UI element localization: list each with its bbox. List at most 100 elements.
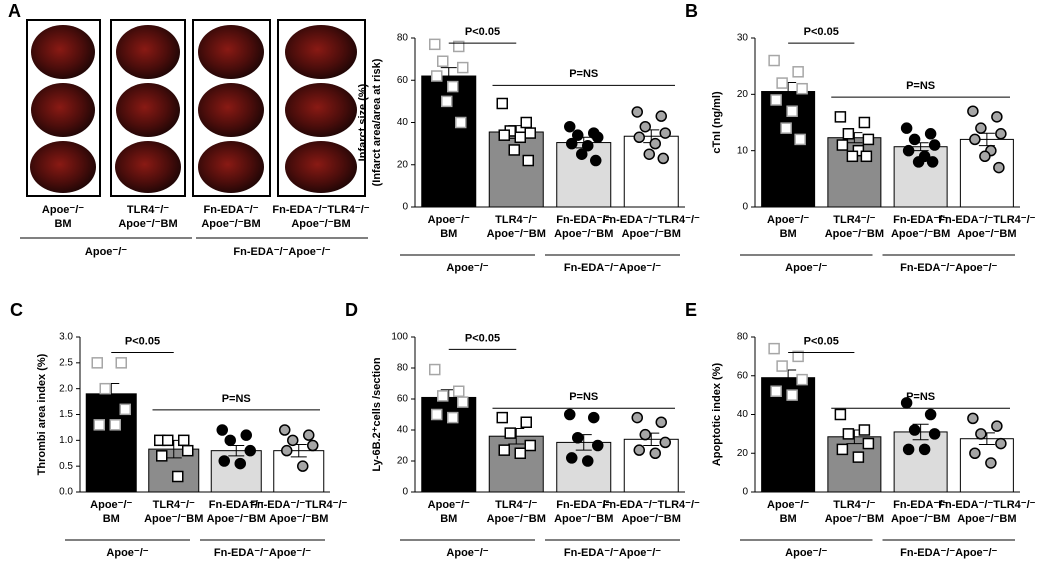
significance-label: P<0.05 bbox=[804, 335, 839, 347]
data-point bbox=[514, 131, 526, 144]
data-point bbox=[216, 424, 228, 436]
data-point bbox=[836, 443, 849, 456]
data-point bbox=[993, 161, 1005, 174]
y-tick-label: 3.0 bbox=[59, 332, 73, 343]
data-point bbox=[639, 120, 651, 133]
group-label: Apoe⁻/⁻ bbox=[446, 262, 488, 274]
data-point bbox=[792, 66, 804, 78]
data-point bbox=[182, 444, 194, 457]
data-point bbox=[991, 420, 1003, 432]
data-point bbox=[796, 82, 808, 95]
data-point bbox=[524, 127, 536, 139]
group-label: Apoe⁻/⁻ bbox=[106, 547, 148, 559]
data-point bbox=[834, 408, 847, 421]
data-point bbox=[862, 437, 875, 450]
data-point bbox=[447, 411, 459, 424]
data-point bbox=[437, 390, 449, 402]
x-tick-label: Fn-EDA⁻/⁻ bbox=[209, 499, 264, 511]
x-tick-label: Fn-EDA⁻/⁻TLR4⁻/⁻ bbox=[250, 499, 347, 511]
bar bbox=[210, 450, 262, 493]
image-label: Fn-EDA⁻/⁻ bbox=[204, 204, 259, 216]
bar bbox=[421, 396, 477, 493]
data-point bbox=[928, 139, 941, 151]
data-point bbox=[156, 450, 168, 462]
data-point bbox=[770, 385, 782, 397]
data-point bbox=[119, 403, 131, 416]
data-point bbox=[441, 95, 453, 108]
x-tick-label: BM bbox=[103, 513, 120, 525]
image-label: Apoe⁻/⁻BM bbox=[201, 218, 260, 230]
y-tick-label: 80 bbox=[737, 332, 749, 343]
data-point bbox=[796, 373, 808, 386]
data-point bbox=[768, 54, 780, 67]
significance-label: P<0.05 bbox=[804, 26, 839, 38]
data-point bbox=[564, 408, 576, 421]
group-label: Fn-EDA⁻/⁻Apoe⁻/⁻ bbox=[233, 246, 330, 258]
significance-label: P=NS bbox=[569, 68, 598, 80]
x-tick-label: Apoe⁻/⁻BM bbox=[207, 513, 266, 525]
data-point bbox=[902, 443, 915, 456]
image-label: Apoe⁻/⁻ bbox=[42, 204, 84, 216]
data-point bbox=[520, 416, 532, 428]
panel-label: B bbox=[685, 1, 698, 21]
data-point bbox=[780, 122, 792, 134]
data-point bbox=[786, 105, 798, 117]
y-tick-label: 0 bbox=[742, 487, 748, 498]
group-label: Apoe⁻/⁻ bbox=[85, 246, 127, 258]
x-tick-label: Apoe⁻/⁻BM bbox=[891, 228, 950, 240]
data-point bbox=[924, 408, 937, 421]
x-tick-label: Apoe⁻/⁻BM bbox=[554, 228, 613, 240]
bar bbox=[893, 431, 948, 493]
y-axis-label: Thrombi area index (%) bbox=[36, 353, 48, 475]
y-tick-label: 2.0 bbox=[59, 383, 73, 394]
data-point bbox=[566, 452, 578, 464]
data-point bbox=[91, 357, 103, 369]
y-tick-label: 20 bbox=[737, 448, 749, 459]
data-point bbox=[979, 150, 991, 163]
x-tick-label: TLR4⁻/⁻ bbox=[153, 499, 195, 511]
data-point bbox=[926, 156, 939, 168]
data-point bbox=[902, 144, 915, 157]
image-label: Fn-EDA⁻/⁻TLR4⁻/⁻ bbox=[272, 204, 369, 216]
data-point bbox=[633, 444, 645, 456]
y-axis-label: Infarct size (%) bbox=[357, 83, 369, 161]
significance-label: P=NS bbox=[906, 391, 935, 403]
data-point bbox=[852, 451, 865, 463]
data-point bbox=[592, 131, 604, 144]
significance-label: P<0.05 bbox=[125, 335, 160, 347]
data-point bbox=[792, 350, 804, 363]
data-point bbox=[431, 70, 443, 82]
x-tick-label: Apoe⁻/⁻ bbox=[428, 499, 470, 511]
data-point bbox=[631, 106, 643, 118]
image-frame bbox=[110, 19, 186, 197]
panel-label: C bbox=[10, 300, 23, 320]
data-point bbox=[457, 61, 469, 74]
y-tick-label: 80 bbox=[397, 33, 409, 44]
data-point bbox=[655, 110, 667, 122]
panel-label: E bbox=[685, 300, 697, 320]
x-tick-label: Fn-EDA⁻/⁻TLR4⁻/⁻ bbox=[603, 499, 700, 511]
x-tick-label: Fn-EDA⁻/⁻TLR4⁻/⁻ bbox=[938, 214, 1035, 226]
data-point bbox=[496, 97, 508, 110]
data-point bbox=[969, 133, 981, 146]
data-point bbox=[918, 443, 931, 456]
y-tick-label: 40 bbox=[397, 425, 409, 436]
significance-label: P<0.05 bbox=[465, 26, 500, 38]
image-frame bbox=[277, 19, 366, 197]
x-tick-label: TLR4⁻/⁻ bbox=[833, 214, 875, 226]
x-tick-label: Fn-EDA⁻/⁻TLR4⁻/⁻ bbox=[603, 214, 700, 226]
y-tick-label: 0.5 bbox=[59, 461, 73, 472]
data-point bbox=[631, 411, 643, 424]
y-tick-label: 30 bbox=[737, 33, 749, 44]
group-label: Fn-EDA⁻/⁻Apoe⁻/⁻ bbox=[900, 262, 997, 274]
data-point bbox=[234, 457, 246, 470]
y-tick-label: 40 bbox=[737, 409, 749, 420]
data-point bbox=[928, 428, 941, 440]
panel-label: A bbox=[8, 1, 21, 21]
y-tick-label: 100 bbox=[391, 332, 408, 343]
x-tick-label: Apoe⁻/⁻BM bbox=[487, 513, 546, 525]
y-tick-label: 0 bbox=[402, 487, 408, 498]
group-label: Apoe⁻/⁻ bbox=[785, 547, 827, 559]
x-tick-label: Fn-EDA⁻/⁻ bbox=[556, 214, 611, 226]
y-axis-label: Ly-6B.2⁺cells /section bbox=[371, 357, 383, 472]
